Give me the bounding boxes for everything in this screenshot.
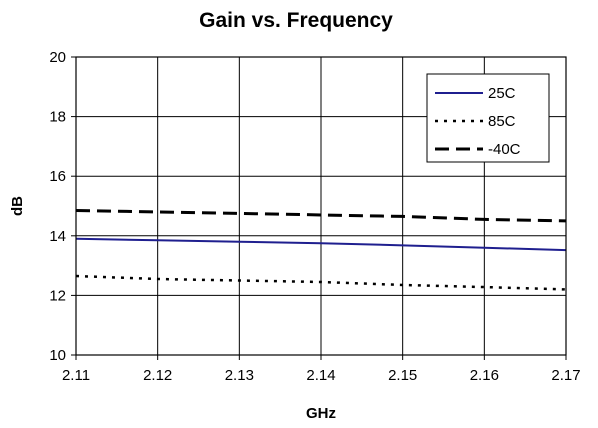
series-line-25c bbox=[75, 237, 567, 252]
chart-title: Gain vs. Frequency bbox=[199, 9, 393, 32]
y-tick-label: 20 bbox=[49, 49, 66, 66]
legend-box bbox=[426, 73, 550, 163]
x-axis-title: GHz bbox=[306, 405, 336, 422]
y-tick-label: 12 bbox=[49, 287, 66, 304]
x-tick-label: 2.14 bbox=[306, 367, 335, 384]
legend-label: -40C bbox=[488, 141, 521, 158]
legend: 25C 85C -40C bbox=[426, 73, 550, 163]
x-tick-label: 2.17 bbox=[551, 367, 580, 384]
y-tick-label: 18 bbox=[49, 109, 66, 126]
series-lines bbox=[75, 208, 567, 291]
series-line-40c bbox=[75, 208, 567, 223]
x-tick-label: 2.15 bbox=[388, 367, 417, 384]
y-axis-title: dB bbox=[9, 196, 26, 216]
x-tick-label: 2.11 bbox=[62, 367, 90, 384]
y-tick-label: 14 bbox=[49, 228, 66, 245]
x-tick-label: 2.12 bbox=[143, 367, 172, 384]
x-tick-label: 2.16 bbox=[470, 367, 499, 384]
series-line-85c bbox=[75, 274, 567, 291]
x-tick-label: 2.13 bbox=[225, 367, 254, 384]
y-tick-label: 10 bbox=[49, 347, 66, 364]
legend-label: 25C bbox=[488, 85, 516, 102]
y-tick-label: 16 bbox=[49, 168, 66, 185]
plot-frame bbox=[75, 56, 567, 356]
legend-label: 85C bbox=[488, 113, 516, 130]
ticks: 2.11 2.12 2.13 2.14 2.15 2.16 2.17 10 12 14 16 18 20 bbox=[49, 49, 580, 384]
